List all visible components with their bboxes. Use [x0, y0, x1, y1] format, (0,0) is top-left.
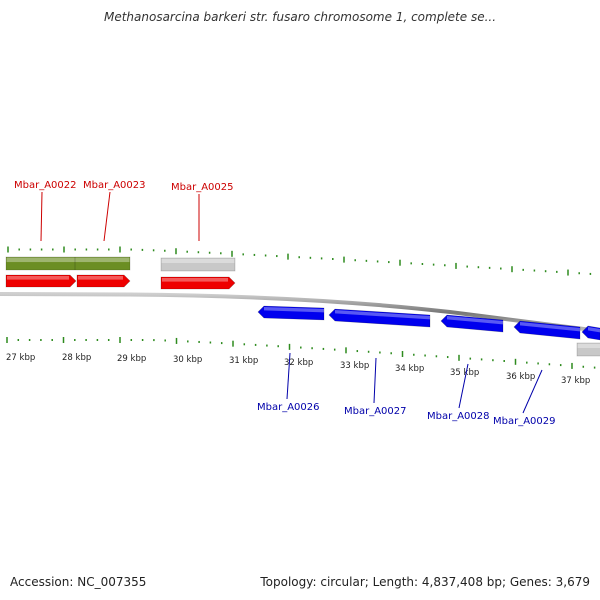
feature-highlight — [6, 257, 130, 263]
gene-label-top[interactable]: Mbar_A0025 — [171, 182, 234, 193]
feature-highlight — [162, 278, 228, 282]
scale-label: 35 kbp — [450, 368, 479, 378]
gene-leader-line — [286, 352, 291, 400]
genome-summary-text: Topology: circular; Length: 4,837,408 bp… — [260, 575, 590, 589]
top-gene-label-layer: Mbar_A0022 Mbar_A0023 Mbar_A0025 — [14, 180, 234, 242]
gene-block-gray[interactable] — [160, 257, 236, 272]
scale-label-layer: 27 kbp 28 kbp 29 kbp 30 kbp 31 kbp 32 kbp 33 k… — [6, 353, 590, 386]
gene-label-bottom[interactable]: Mbar_A0027 — [344, 406, 407, 417]
gene-block-gray[interactable] — [576, 342, 600, 357]
feature-highlight — [264, 307, 324, 313]
scale-label: 37 kbp — [561, 376, 590, 386]
gene-arrow-blue[interactable] — [581, 325, 600, 341]
feature-highlight — [577, 343, 600, 349]
gene-arrow-red[interactable] — [160, 276, 236, 290]
tick-marks-bottom — [6, 337, 596, 369]
scale-label: 27 kbp — [6, 353, 35, 363]
bottom-gene-label-layer: Mbar_A0026 Mbar_A0027 Mbar_A0028 Mbar_A0029 — [257, 352, 556, 427]
feature-highlight — [161, 258, 235, 264]
scale-label: 34 kbp — [395, 364, 424, 374]
scale-label: 29 kbp — [117, 354, 146, 364]
gene-arrow-blue[interactable] — [257, 305, 325, 321]
feature-highlight — [78, 276, 123, 280]
gene-arrow-red[interactable] — [76, 274, 131, 288]
gene-arrow-blue[interactable] — [440, 314, 504, 333]
gene-label-bottom[interactable]: Mbar_A0028 — [427, 411, 490, 422]
gene-leader-line — [103, 191, 111, 242]
gene-arrow-blue[interactable] — [328, 308, 431, 328]
gene-leader-line — [458, 363, 469, 409]
gene-label-bottom[interactable]: Mbar_A0026 — [257, 402, 320, 413]
scale-label: 32 kbp — [284, 358, 313, 368]
feature-highlight — [588, 327, 600, 333]
gene-label-top[interactable]: Mbar_A0022 — [14, 180, 77, 191]
feature-layer — [5, 256, 600, 357]
gene-arrow-red[interactable] — [5, 274, 77, 288]
gene-leader-line — [522, 369, 543, 414]
gene-leader-line — [373, 357, 377, 404]
map-title: Methanosarcina barkeri str. fusaro chrom… — [103, 10, 497, 24]
scale-label: 28 kbp — [62, 353, 91, 363]
chromosome-backbone — [0, 292, 600, 333]
feature-highlight — [335, 310, 430, 320]
accession-text: Accession: NC_007355 — [10, 575, 147, 589]
feature-highlight — [447, 316, 503, 325]
feature-highlight — [7, 276, 69, 280]
gene-leader-line — [40, 191, 43, 242]
scale-label: 33 kbp — [340, 361, 369, 371]
tick-marks-top — [7, 246, 592, 276]
gene-label-top[interactable]: Mbar_A0023 — [83, 180, 146, 191]
gene-block-green[interactable] — [5, 256, 131, 271]
scale-label: 31 kbp — [229, 356, 258, 366]
scale-label: 36 kbp — [506, 372, 535, 382]
feature-highlight — [520, 322, 580, 332]
scale-label: 30 kbp — [173, 355, 202, 365]
gene-label-bottom[interactable]: Mbar_A0029 — [493, 416, 556, 427]
gene-arrow-blue[interactable] — [513, 320, 581, 340]
